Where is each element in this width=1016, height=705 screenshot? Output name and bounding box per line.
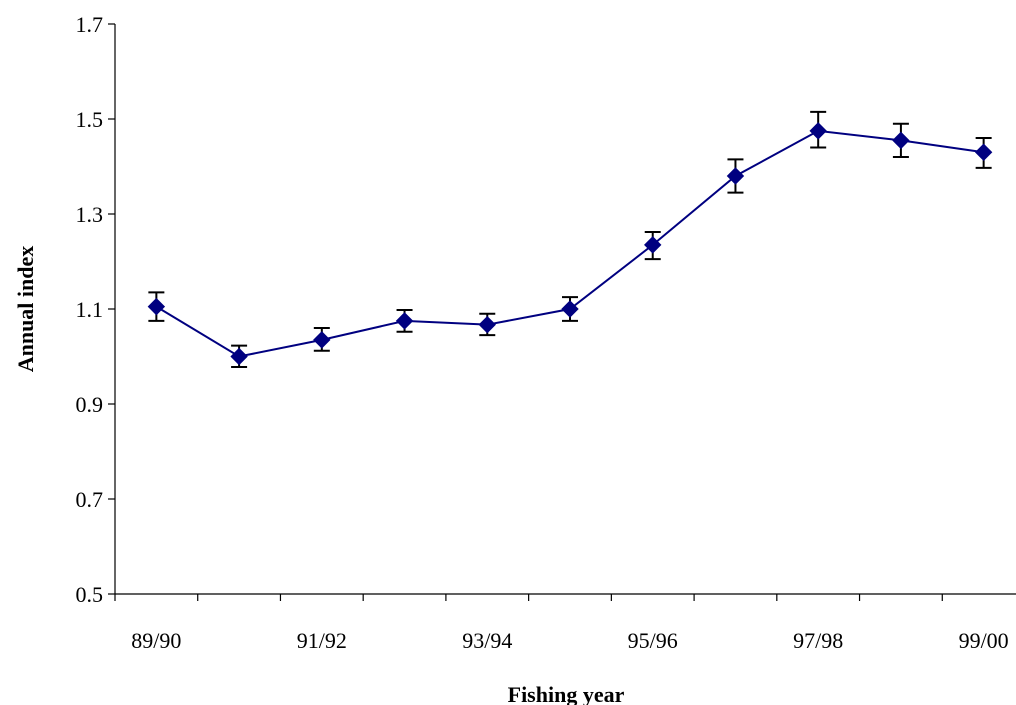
data-point-marker (644, 236, 662, 254)
data-point-marker (809, 122, 827, 140)
y-tick-label: 1.7 (76, 12, 104, 37)
x-tick-label: 89/90 (131, 628, 181, 653)
data-point-marker (974, 143, 993, 161)
series-line (155, 129, 984, 358)
x-tick-label: 99/00 (959, 628, 1009, 653)
y-axis-title: Annual index (13, 246, 38, 373)
data-point-marker (147, 297, 166, 316)
data-point-marker (561, 300, 579, 318)
y-tick-label: 1.1 (76, 297, 104, 322)
y-tick-label: 0.9 (76, 392, 104, 417)
y-tick-label: 0.7 (76, 487, 104, 512)
y-tick-label: 1.3 (76, 202, 104, 227)
y-tick-label: 1.5 (76, 107, 104, 132)
y-axis-ticks: 0.5 0.7 0.9 1.1 1.3 1.5 1.7 (76, 12, 115, 607)
x-axis-ticks: 89/90 91/92 93/94 95/96 97/98 99/00 (114, 594, 1009, 653)
data-point-marker (230, 347, 248, 366)
data-point-marker (313, 331, 331, 349)
x-tick-label: 97/98 (793, 628, 843, 653)
data-point-marker (726, 167, 745, 185)
data-point-marker (892, 131, 910, 150)
x-axis-title: Fishing year (508, 682, 625, 705)
x-tick-label: 95/96 (628, 628, 678, 653)
data-point-marker (478, 315, 496, 334)
y-tick-label: 0.5 (76, 582, 104, 607)
data-series (147, 122, 993, 366)
x-tick-label: 91/92 (297, 628, 347, 653)
data-point-marker (395, 312, 414, 330)
error-bars (148, 110, 992, 368)
x-tick-label: 93/94 (462, 628, 512, 653)
